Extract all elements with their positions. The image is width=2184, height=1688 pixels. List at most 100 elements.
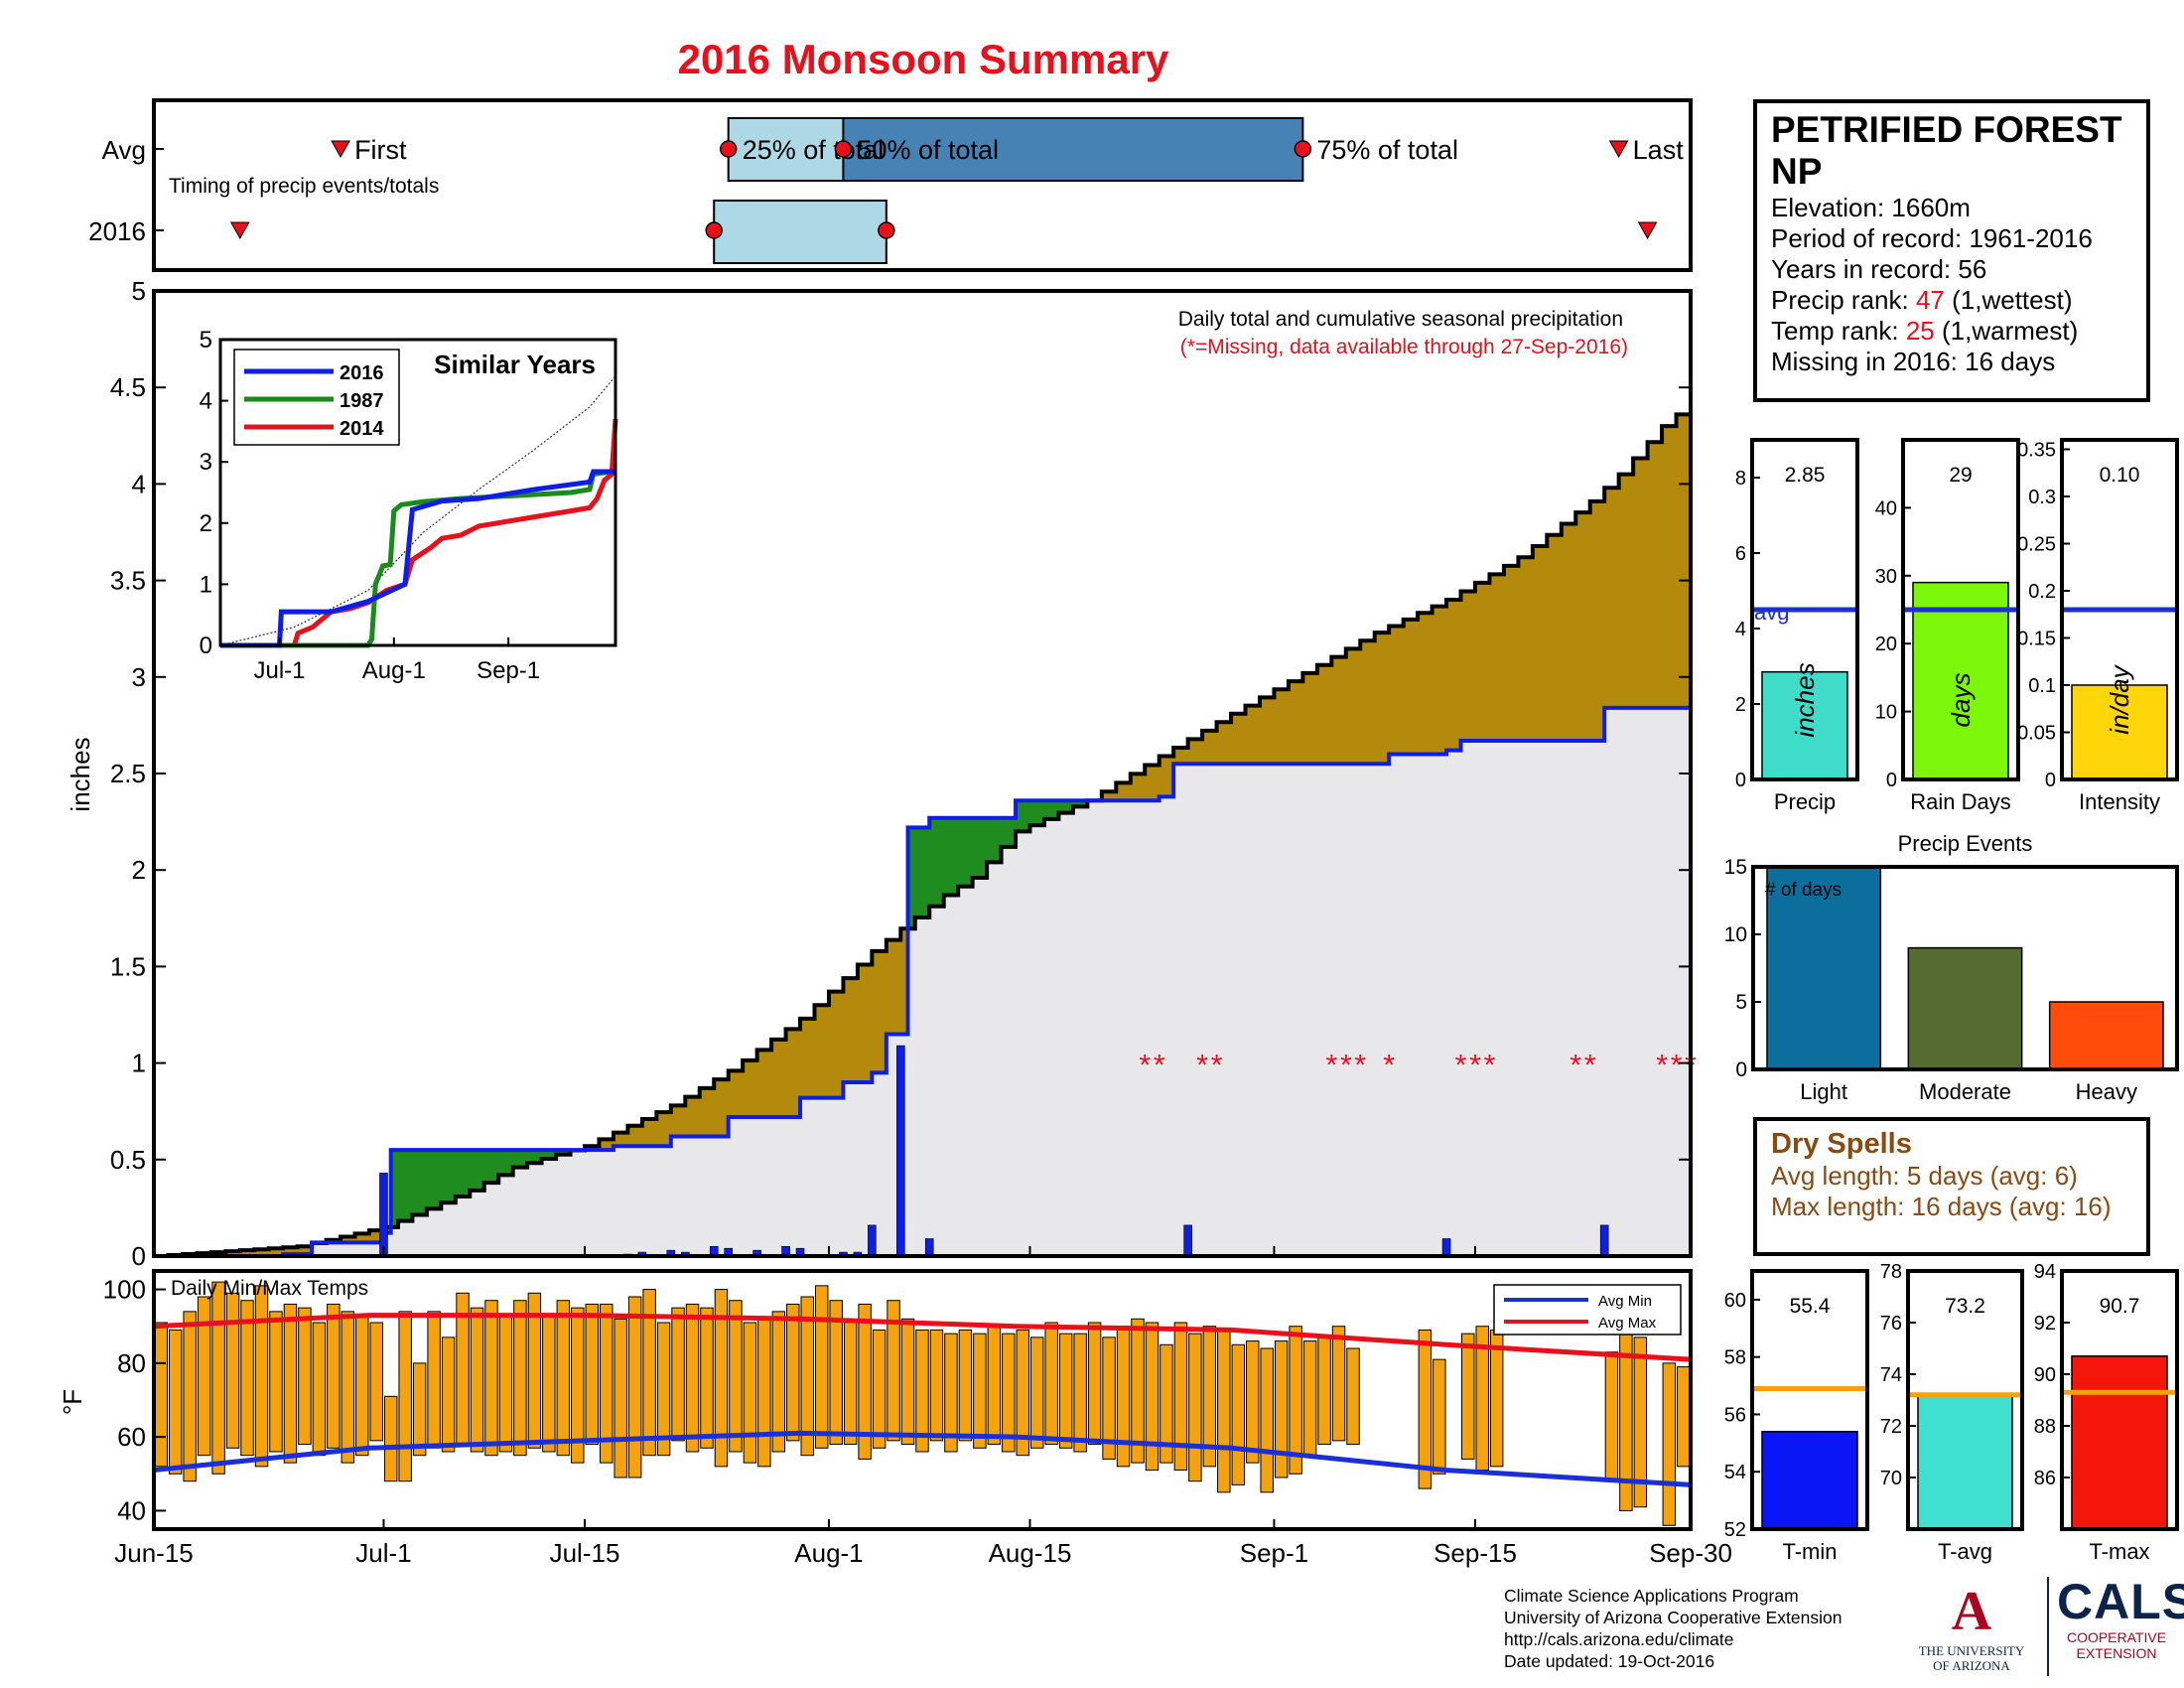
inset-frame — [218, 338, 617, 647]
panel-y-tick-label: 72 — [1880, 1416, 1902, 1438]
avg-cumulative-line — [154, 402, 1693, 1258]
daily-temp-bar — [829, 1300, 843, 1446]
y2016-p25-marker — [705, 221, 723, 239]
daily-temp-bar — [1145, 1322, 1160, 1472]
daily-temp-bar — [771, 1311, 786, 1453]
events-y-tick-label: 10 — [1724, 923, 1747, 946]
summary-panel-title: T-min — [1783, 1539, 1838, 1564]
below-average-base-area — [154, 707, 1691, 1256]
footer-credits: Climate Science Applications Program Uni… — [1504, 1585, 1842, 1672]
daily-temp-bar — [973, 1333, 987, 1449]
daily-temp-bar — [1030, 1336, 1044, 1449]
temp-y-tick-label: 80 — [117, 1348, 146, 1378]
legend-label-avg-min: Avg Min — [1598, 1293, 1652, 1310]
panel-y-tick-label: 0.1 — [2028, 675, 2056, 697]
summary-panel-title: Rain Days — [1910, 789, 2010, 814]
avg-p25-marker — [719, 140, 738, 158]
logo-divider — [2047, 1577, 2049, 1676]
daily-temp-bar — [1302, 1340, 1317, 1457]
event-bar-moderate — [1907, 946, 2023, 1070]
panel-frame — [1750, 438, 1859, 781]
daily-temp-bar — [1002, 1333, 1016, 1453]
y-tick-label: 5 — [132, 276, 146, 306]
daily-temp-bar — [527, 1292, 542, 1449]
cumulative-2016-line — [154, 705, 1691, 1258]
missing-day-marker: * — [1354, 1050, 1366, 1082]
period-value: 1961-2016 — [1969, 223, 2093, 253]
panel-y-tick-label: 0.05 — [2017, 723, 2056, 745]
daily-temp-bar — [341, 1311, 355, 1464]
panel-frame — [1901, 438, 2020, 781]
avg-25-50-box — [727, 117, 845, 182]
summary-panel-t-avg: 73.2 70 72 74 76 78 T-avg — [1880, 1261, 2024, 1564]
similar-years-inset: 0 1 2 3 4 5 Jul-1 Aug-1 Sep-1 Similar Years 2016 19… — [200, 327, 618, 684]
panel-y-tick-label: 20 — [1875, 633, 1897, 655]
panel-y-tick-label: 0.15 — [2017, 629, 2056, 650]
summary-bar — [2071, 684, 2168, 780]
temp-y-axis-label: °F — [58, 1389, 87, 1415]
daily-temp-bar — [197, 1296, 211, 1457]
panel-y-tick-label: 92 — [2034, 1313, 2056, 1335]
panel-y-tick-label: 88 — [2034, 1416, 2056, 1438]
panel-y-tick-label: 0 — [1886, 770, 1897, 791]
daily-temp-bar — [1331, 1326, 1346, 1442]
missing-day-marker: * — [1154, 1050, 1165, 1082]
inset-legend-label: 1987 — [340, 390, 384, 412]
y-axis-label: inches — [66, 737, 95, 811]
cumulative-chart: * * * * * * * * * * * * * * * *00.511.522.533.544.55inc… — [66, 276, 1697, 1271]
y-tick-label: 0.5 — [110, 1145, 146, 1175]
panel-y-tick-label: 54 — [1724, 1462, 1746, 1483]
daily-precip-bar — [895, 1045, 905, 1257]
daily-temp-bar — [786, 1303, 800, 1442]
daily-precip-bar — [1441, 1238, 1451, 1257]
panel-frame — [2060, 1269, 2179, 1531]
daily-temp-bar — [513, 1300, 527, 1457]
inset-x-tick-label: Sep-1 — [477, 657, 540, 684]
daily-temp-bar — [269, 1311, 283, 1453]
p25-label: 25% of total — [743, 135, 885, 165]
missing-day-marker: * — [1469, 1050, 1481, 1082]
timing-subtitle: Timing of precip events/totals — [169, 175, 439, 198]
daily-temp-bar — [283, 1303, 298, 1464]
years-line: Years in record: 56 — [1771, 254, 2132, 285]
daily-temp-bar — [1102, 1336, 1116, 1460]
university-of-arizona-logo: A THE UNIVERSITY OF ARIZONA — [1918, 1574, 2025, 1673]
first-label: First — [354, 135, 407, 165]
daily-temp-bar — [800, 1296, 814, 1457]
x-tick-label: Sep-1 — [1240, 1538, 1308, 1568]
daily-temp-bar — [987, 1326, 1002, 1446]
temp-rank-line: Temp rank: 25 (1,warmest) — [1771, 316, 2132, 347]
panel-y-tick-label: 56 — [1724, 1404, 1746, 1426]
daily-temp-bar — [1116, 1326, 1131, 1468]
temp-legend-box — [1493, 1284, 1682, 1336]
daily-temp-bar — [843, 1322, 858, 1446]
panel-y-tick-label: 0 — [1735, 770, 1746, 791]
avg-50-75-box — [842, 117, 1304, 182]
daily-temp-bar — [225, 1292, 240, 1449]
legend-label-avg-max: Avg Max — [1598, 1315, 1657, 1332]
chart-annotation: Daily total and cumulative seasonal prec… — [1178, 308, 1623, 331]
daily-temp-bar — [757, 1318, 771, 1468]
inset-y-tick-label: 2 — [200, 510, 212, 537]
missing-day-marker: * — [1671, 1050, 1683, 1082]
missing-day-marker: * — [1570, 1050, 1581, 1082]
panel-y-tick-label: 70 — [1880, 1468, 1902, 1489]
daily-temp-bar — [1160, 1343, 1173, 1464]
summary-bar — [1912, 581, 2009, 780]
panel-y-tick-label: 58 — [1724, 1347, 1746, 1369]
panel-y-tick-label: 0.35 — [2017, 440, 2056, 462]
missing-day-marker: * — [1340, 1050, 1352, 1082]
panel-y-tick-label: 4 — [1735, 619, 1746, 640]
daily-temp-bar — [312, 1322, 327, 1457]
panel-y-tick-label: 60 — [1724, 1290, 1746, 1312]
daily-temp-bar — [1044, 1322, 1058, 1446]
years-label: Years in record: — [1771, 254, 1952, 284]
summary-panel-t-min: 55.4 52 54 56 58 60 T-min — [1724, 1269, 1869, 1564]
daily-temp-bar — [1433, 1358, 1446, 1475]
x-tick-label: Jun-15 — [114, 1538, 194, 1568]
daily-temp-bar — [1289, 1326, 1302, 1475]
missing-day-marker: * — [1484, 1050, 1496, 1082]
temp-chart-title: Daily Min/Max Temps — [171, 1277, 368, 1300]
event-category-label: Heavy — [2076, 1079, 2137, 1104]
